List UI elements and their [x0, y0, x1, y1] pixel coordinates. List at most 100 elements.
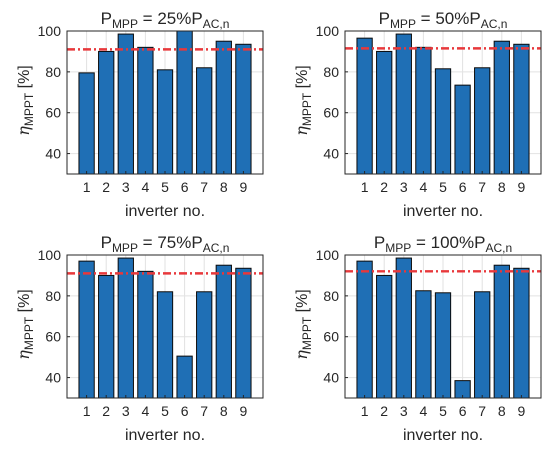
chart-title: PMPP = 50%PAC,n: [379, 9, 508, 31]
y-axis-label: ηMPPT [%]: [292, 289, 314, 360]
bar-inverter-4: [415, 46, 432, 175]
y-tick-label: 100: [316, 23, 340, 39]
bar-inverter-7: [474, 291, 491, 399]
x-tick-label: 8: [220, 403, 228, 419]
x-tick-label: 3: [122, 403, 130, 419]
y-tick-label: 40: [323, 370, 339, 386]
x-tick-label: 9: [240, 179, 248, 195]
bar-inverter-4: [137, 46, 154, 175]
y-tick-label: 80: [323, 288, 339, 304]
y-tick-label: 60: [45, 329, 61, 345]
x-tick-label: 8: [498, 179, 506, 195]
bar-inverter-4: [415, 290, 432, 399]
chart-panel-3: 40 60 80 100 1 2 3 4 5 6 7 8 9 inverter no. ηMPPT [%] P…: [14, 233, 264, 444]
x-tick-label: 5: [161, 179, 169, 195]
bar-inverter-3: [117, 33, 134, 175]
x-tick-label: 9: [518, 403, 526, 419]
bar-inverter-9: [235, 43, 252, 175]
bar-inverter-3: [395, 33, 412, 175]
y-tick-label: 40: [45, 370, 61, 386]
x-tick-label: 4: [420, 403, 428, 419]
x-tick-label: 1: [83, 179, 91, 195]
x-tick-label: 4: [142, 403, 150, 419]
chart-panel-2: 40 60 80 100 1 2 3 4 5 6 7 8 9 inverter no. ηMPPT [%] P…: [292, 9, 542, 220]
y-axis-label: ηMPPT [%]: [14, 289, 36, 360]
y-tick-label: 40: [45, 146, 61, 162]
bar-inverter-8: [493, 40, 510, 175]
bar-inverter-1: [356, 260, 373, 399]
x-tick-label: 5: [439, 403, 447, 419]
x-tick-label: 9: [518, 179, 526, 195]
x-tick-label: 4: [420, 179, 428, 195]
x-axis-label: inverter no.: [125, 203, 205, 220]
x-tick-label: 6: [181, 179, 189, 195]
x-tick-label: 6: [181, 403, 189, 419]
bar-inverter-7: [196, 291, 213, 399]
bar-inverter-6: [454, 84, 471, 175]
x-tick-label: 6: [459, 403, 467, 419]
bar-inverter-4: [137, 270, 154, 399]
bar-inverter-2: [376, 274, 393, 399]
y-tick-label: 60: [45, 105, 61, 121]
x-tick-label: 1: [361, 179, 369, 195]
x-tick-label: 1: [361, 403, 369, 419]
bar-inverter-2: [376, 50, 393, 175]
x-axis-label: inverter no.: [403, 427, 483, 444]
chart-title: PMPP = 100%PAC,n: [374, 233, 512, 255]
y-tick-label: 100: [38, 23, 62, 39]
x-tick-label: 1: [83, 403, 91, 419]
bar-inverter-6: [176, 30, 193, 175]
y-tick-label: 100: [316, 247, 340, 263]
x-axis-label: inverter no.: [403, 203, 483, 220]
bar-inverter-2: [98, 274, 115, 399]
chart-title: PMPP = 25%PAC,n: [101, 9, 230, 31]
y-tick-label: 80: [323, 64, 339, 80]
x-tick-label: 3: [400, 179, 408, 195]
x-tick-label: 2: [102, 179, 110, 195]
x-tick-label: 8: [498, 403, 506, 419]
bar-inverter-8: [215, 40, 232, 175]
x-tick-label: 7: [478, 179, 486, 195]
bar-inverter-2: [98, 50, 115, 175]
y-tick-label: 100: [38, 247, 62, 263]
bar-inverter-1: [78, 72, 95, 175]
bar-inverter-7: [196, 67, 213, 175]
x-tick-label: 3: [400, 403, 408, 419]
bar-inverter-7: [474, 67, 491, 175]
bar-inverter-9: [513, 43, 530, 175]
bar-inverter-5: [156, 69, 174, 175]
bar-inverter-8: [215, 264, 232, 399]
x-tick-label: 5: [161, 403, 169, 419]
y-axis-label: ηMPPT [%]: [292, 65, 314, 136]
bar-inverter-8: [493, 264, 510, 399]
bar-inverter-3: [117, 257, 134, 399]
bar-inverter-1: [78, 260, 95, 399]
chart-panel-1: 40 60 80 100 1 2 3 4 5 6 7 8 9 inverter no. ηMPPT [%] P…: [14, 9, 264, 220]
bar-inverter-9: [513, 267, 530, 399]
x-tick-label: 8: [220, 179, 228, 195]
x-tick-label: 7: [200, 403, 208, 419]
bar-inverter-6: [176, 355, 193, 399]
x-tick-label: 3: [122, 179, 130, 195]
x-tick-label: 4: [142, 179, 150, 195]
y-tick-label: 80: [45, 288, 61, 304]
bar-inverter-5: [156, 291, 174, 399]
y-tick-label: 40: [323, 146, 339, 162]
bar-inverter-5: [434, 292, 452, 399]
bar-inverter-1: [356, 37, 373, 175]
bar-inverter-3: [395, 257, 412, 399]
x-tick-label: 9: [240, 403, 248, 419]
y-axis-label: ηMPPT [%]: [14, 65, 36, 136]
bar-inverter-9: [235, 267, 252, 399]
x-tick-label: 2: [380, 179, 388, 195]
chart-panel-4: 40 60 80 100 1 2 3 4 5 6 7 8 9 inverter no. ηMPPT [%] P…: [292, 233, 542, 444]
chart-title: PMPP = 75%PAC,n: [101, 233, 230, 255]
x-axis-label: inverter no.: [125, 427, 205, 444]
x-tick-label: 2: [380, 403, 388, 419]
x-tick-label: 7: [478, 403, 486, 419]
x-tick-label: 5: [439, 179, 447, 195]
x-tick-label: 7: [200, 179, 208, 195]
bar-inverter-5: [434, 68, 452, 175]
y-tick-label: 80: [45, 64, 61, 80]
